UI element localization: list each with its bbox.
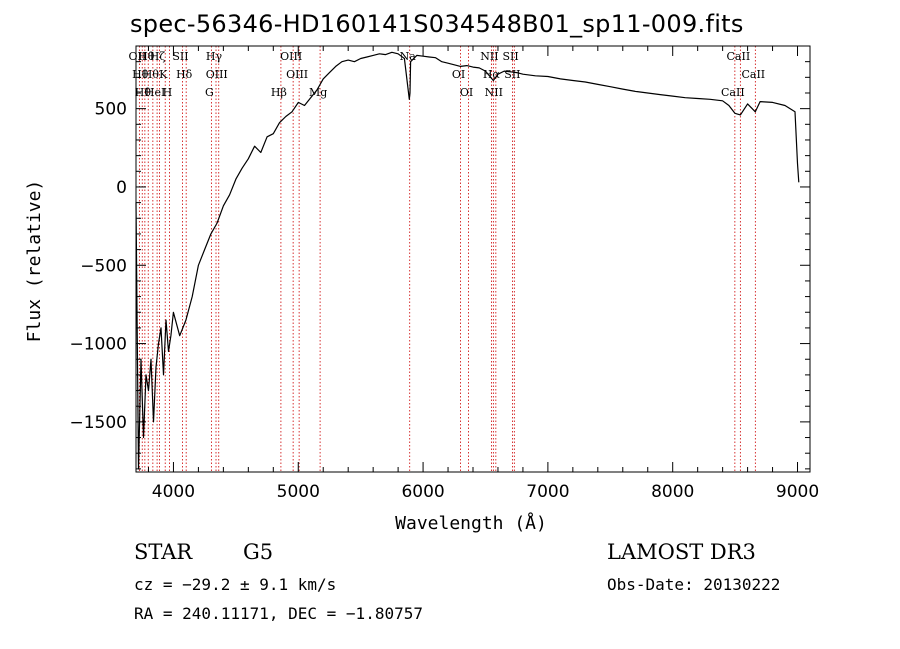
- line-label: NII: [480, 50, 498, 63]
- line-label: Hδ: [176, 68, 193, 81]
- y-tick-label: −1500: [69, 413, 127, 433]
- y-axis-ticks: −1500 −1000 −500 0 500: [69, 61, 810, 470]
- line-label: CaII: [741, 68, 765, 81]
- line-label: SII: [172, 50, 188, 63]
- line-label: OIII: [280, 50, 302, 63]
- y-axis-label: Flux (relative): [24, 180, 45, 343]
- x-axis-ticks: 4000 5000 6000 7000 8000 9000: [147, 46, 819, 502]
- line-label: OI: [460, 86, 473, 99]
- line-label: Hζ: [150, 50, 166, 63]
- line-label: Hθ: [138, 50, 155, 63]
- line-label: OII: [129, 50, 147, 63]
- x-tick-label: 7000: [526, 482, 569, 502]
- x-axis-label: Wavelength (Å): [395, 512, 547, 534]
- spectrum-series: [135, 51, 800, 470]
- line-label: CaII: [721, 86, 745, 99]
- line-label: NII: [485, 86, 503, 99]
- line-label: CaII: [727, 50, 751, 63]
- line-label: SII: [502, 50, 518, 63]
- x-tick-label: 6000: [401, 482, 444, 502]
- line-label: K: [159, 68, 168, 81]
- survey-name: LAMOST DR3: [607, 540, 756, 564]
- x-tick-label: 5000: [277, 482, 320, 502]
- object-subclass: G5: [243, 540, 274, 564]
- y-tick-label: −1000: [69, 335, 127, 355]
- object-class: STAR: [134, 540, 193, 564]
- line-label: Mg: [309, 86, 327, 99]
- x-tick-label: 8000: [651, 482, 694, 502]
- y-tick-label: 500: [95, 100, 127, 120]
- obs-date: Obs-Date: 20130222: [607, 575, 781, 594]
- line-label: Hθ: [135, 86, 152, 99]
- line-label: Hγ: [206, 50, 223, 63]
- emission-line-labels: OIIHθHθHθHθHeIHζKHSIIHδGHγOIIIHβOIIIOIII…: [129, 50, 766, 99]
- line-label: H: [163, 86, 173, 99]
- coordinates: RA = 240.11171, DEC = −1.80757: [134, 604, 423, 623]
- line-label: OIII: [206, 68, 228, 81]
- y-tick-label: −500: [80, 256, 127, 276]
- chart-title: spec-56346-HD160141S034548B01_sp11-009.f…: [130, 10, 744, 38]
- spectrum-line: [135, 51, 800, 470]
- x-tick-label: 4000: [152, 482, 195, 502]
- line-label: HeI: [145, 86, 165, 99]
- emission-line-markers: [138, 46, 756, 472]
- line-label: G: [205, 86, 214, 99]
- x-tick-label: 9000: [776, 482, 819, 502]
- y-tick-label: 0: [116, 178, 127, 198]
- line-label: Hθ: [143, 68, 160, 81]
- line-label: OIII: [286, 68, 308, 81]
- redshift-text: cz = −29.2 ± 9.1 km/s: [134, 575, 337, 594]
- line-label: Hβ: [271, 86, 287, 99]
- line-label: OI: [452, 68, 465, 81]
- plot-frame: [135, 45, 811, 473]
- line-label: SII: [504, 68, 520, 81]
